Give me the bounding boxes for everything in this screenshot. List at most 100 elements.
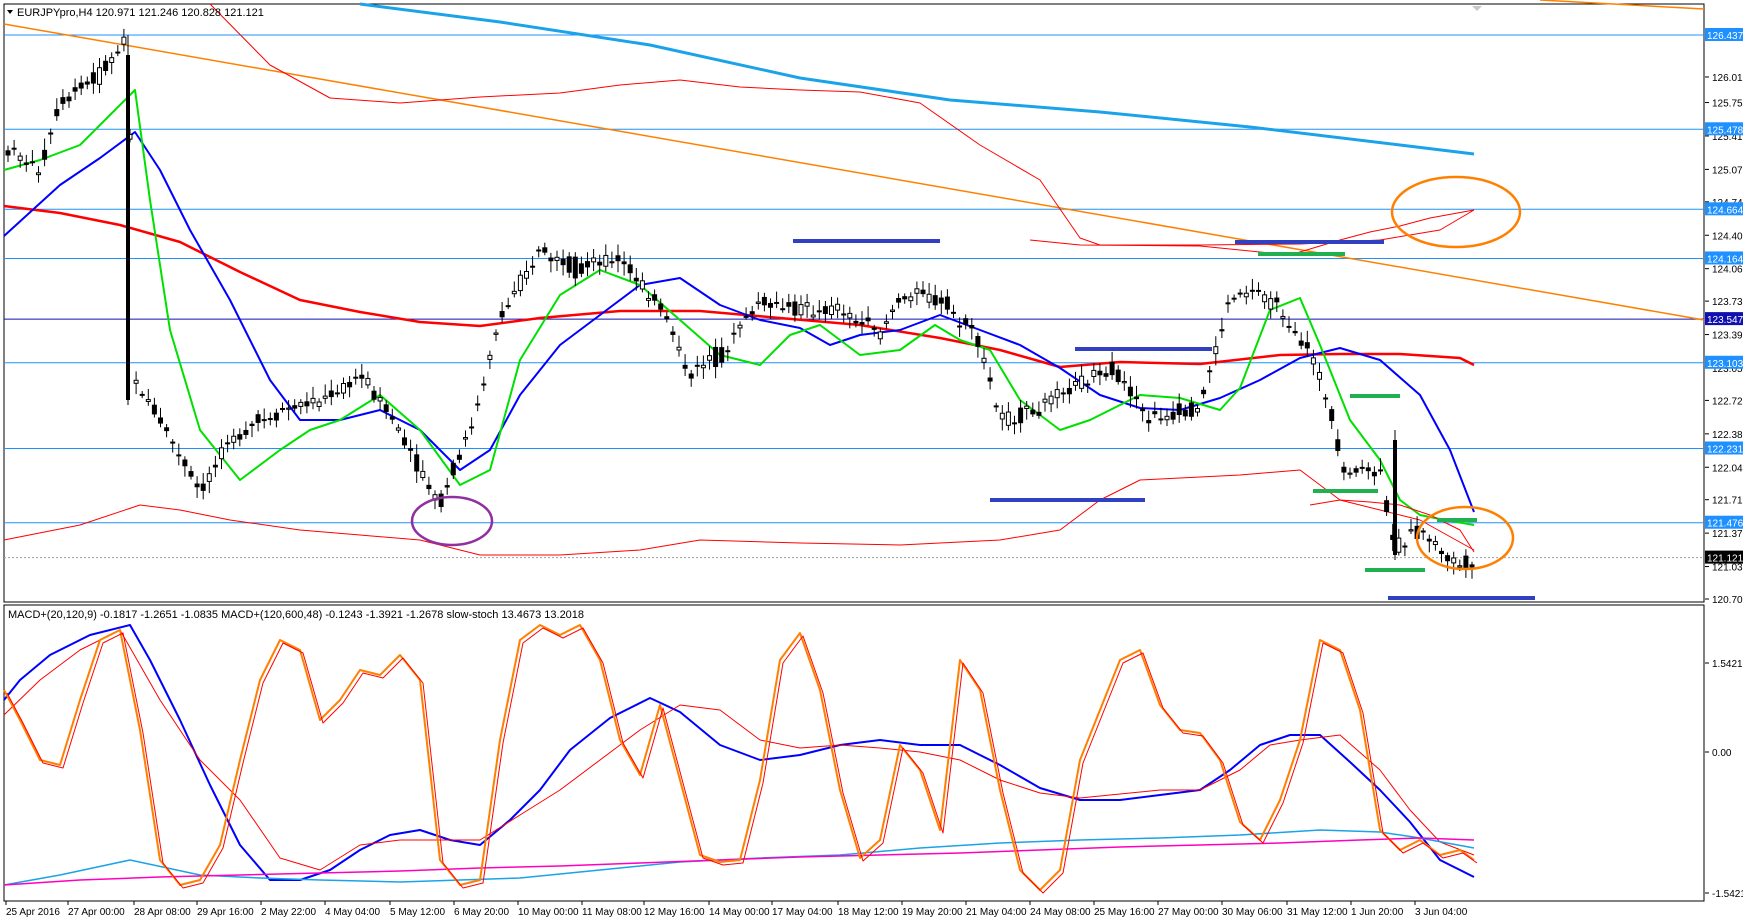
level-price-tag: [1705, 355, 1743, 369]
lower-band-line: [3, 469, 1475, 556]
candle-body: [310, 397, 316, 404]
level-price-tag: [1705, 312, 1743, 326]
candle-body: [877, 331, 883, 340]
candle-body: [359, 374, 365, 379]
candle-body: [853, 320, 859, 324]
candle-body: [609, 261, 615, 264]
candle-body: [1195, 408, 1200, 413]
candle-body: [115, 51, 121, 54]
time-tick-label: 25 May 16:00: [1094, 907, 1155, 918]
candle-body: [298, 401, 304, 407]
candle-body: [341, 382, 346, 394]
candle-body: [1103, 373, 1109, 377]
candle-body: [841, 313, 847, 316]
candle-body: [1060, 392, 1066, 395]
time-tick-label: 14 May 00:00: [709, 907, 770, 918]
time-tick-label: 2 May 22:00: [261, 907, 316, 918]
candle-body: [353, 376, 359, 379]
time-tick-label: 29 Apr 16:00: [197, 907, 254, 918]
candle-body: [755, 301, 761, 304]
candle-body: [17, 155, 23, 161]
macd-slow-line: [3, 829, 1475, 886]
moving-averages: [3, 2, 1475, 556]
candle-body: [1170, 411, 1176, 420]
candle-body: [1286, 325, 1292, 328]
candle-body: [389, 416, 395, 420]
price-tick-label: 123.390: [1712, 331, 1743, 342]
candle-body: [737, 324, 743, 329]
candle-body: [932, 295, 938, 306]
time-tick-label: 5 May 12:00: [390, 907, 445, 918]
candle-body: [395, 427, 401, 431]
time-tick-label: 25 Apr 2016: [6, 907, 60, 918]
candle-body: [865, 317, 871, 322]
candle-body: [1207, 370, 1213, 373]
candle-body: [1005, 411, 1011, 426]
trendlines: [3, 0, 1705, 321]
candle-body: [1274, 297, 1280, 303]
price-panel[interactable]: [3, 3, 1705, 603]
candle-body: [206, 473, 212, 482]
candle-body: [42, 149, 48, 160]
candle-body: [1402, 545, 1408, 548]
candle-body: [499, 311, 505, 318]
candle-body: [292, 405, 298, 409]
candle-body: [1268, 298, 1274, 310]
candle-body: [859, 322, 865, 325]
price-tick-label: 121.710: [1712, 496, 1743, 507]
candle-body: [725, 350, 731, 353]
current-price-tag: [1705, 550, 1743, 564]
candle-body: [1384, 500, 1390, 513]
level-price-label: 123.103: [1707, 359, 1743, 370]
level-price-label: 125.478: [1707, 125, 1743, 136]
macd-slow-signal-line: [3, 837, 1475, 886]
level-price-tag: [1705, 28, 1743, 41]
time-tick-label: 28 Apr 08:00: [134, 907, 191, 918]
candle-body: [1256, 289, 1261, 292]
level-price-tag: [1705, 251, 1743, 265]
candle-body: [328, 390, 334, 398]
candle-body: [219, 447, 224, 460]
candle-body: [255, 414, 261, 423]
ma-green-line: [3, 89, 1475, 526]
level-price-tag: [1705, 202, 1743, 216]
candle-body: [1201, 389, 1207, 395]
time-tick-label: 3 Jun 04:00: [1415, 907, 1468, 918]
candle-body: [1164, 415, 1170, 421]
time-tick-label: 6 May 20:00: [454, 907, 509, 918]
candle-body: [322, 395, 328, 399]
price-tick-label: 125.070: [1712, 165, 1743, 176]
candle-body: [1213, 346, 1219, 355]
candle-body: [36, 172, 41, 176]
candle-body: [1280, 315, 1286, 319]
ma-cyan-line: [359, 2, 1475, 156]
candle-body: [1188, 402, 1194, 417]
level-price-label: 123.547: [1707, 315, 1743, 326]
candle-body: [896, 298, 902, 303]
candle-body: [1030, 409, 1036, 415]
candle-body: [365, 377, 371, 386]
candle-body: [1243, 292, 1249, 298]
candle-body: [566, 256, 572, 273]
candle-body: [1439, 550, 1444, 555]
candle-body: [237, 434, 243, 440]
candle-body: [774, 301, 780, 304]
candle-body: [408, 448, 414, 451]
dropdown-arrow-icon[interactable]: [7, 10, 13, 14]
candle-body: [200, 483, 206, 491]
candle-body: [1091, 369, 1097, 377]
candle-body: [646, 297, 651, 301]
indicator-panel[interactable]: [3, 604, 1705, 902]
candle-body: [530, 265, 536, 268]
indicator-lines: [3, 624, 1478, 894]
candle-body: [487, 354, 493, 360]
candle-body: [707, 355, 712, 361]
candle-body: [420, 470, 426, 479]
candle-body: [987, 377, 993, 382]
price-tick-label: 125.750: [1712, 99, 1743, 110]
candle-body: [511, 290, 517, 295]
chart-shift-marker-icon[interactable]: [1472, 6, 1482, 11]
price-tick-label: 123.050: [1712, 364, 1743, 375]
